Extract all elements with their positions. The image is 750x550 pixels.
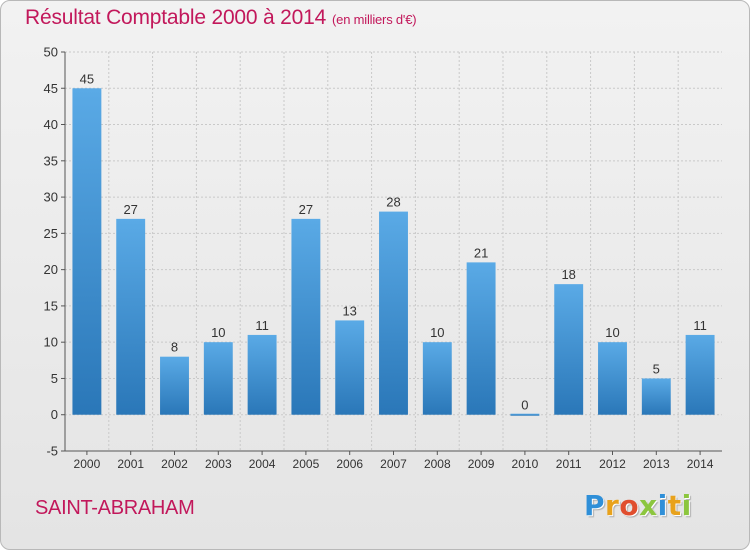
x-tick-label-2009: 2009 [468, 457, 495, 471]
data-label-2000: 45 [80, 71, 94, 86]
logo-letter-6: i [681, 489, 692, 522]
data-label-2006: 13 [342, 303, 356, 318]
bar-2008 [422, 342, 452, 415]
y-tick-label: 30 [44, 190, 58, 205]
y-tick-label: 20 [44, 262, 58, 277]
bar-2002 [160, 356, 189, 415]
data-label-2013: 5 [653, 361, 660, 376]
logo-letter-5: t [667, 489, 682, 522]
x-tick-label-2010: 2010 [512, 457, 539, 471]
y-tick-label: 45 [44, 81, 58, 96]
bar-2004 [247, 334, 277, 415]
bar-2012 [598, 342, 627, 415]
logo-letter-0: P [584, 489, 606, 522]
chart-title: Résultat Comptable 2000 à 2014 (en millie… [25, 6, 417, 30]
y-tick-label: 15 [44, 298, 58, 313]
bar-2007 [379, 211, 408, 415]
y-tick-label: 40 [44, 117, 58, 132]
y-tick-label: 5 [51, 371, 58, 386]
y-tick-label: 10 [44, 335, 58, 350]
data-label-2003: 10 [211, 325, 225, 340]
x-tick-label-2002: 2002 [161, 457, 188, 471]
data-label-2011: 18 [561, 267, 575, 282]
bar-2013 [641, 378, 671, 415]
x-tick-label-2001: 2001 [117, 457, 144, 471]
data-label-2005: 27 [299, 202, 313, 217]
bar-2014 [685, 334, 715, 415]
bar-2000 [72, 88, 102, 415]
x-tick-label-2000: 2000 [74, 457, 101, 471]
logo-letter-2: o [619, 489, 640, 522]
data-label-2004: 11 [255, 318, 269, 333]
bars [72, 88, 715, 416]
y-tick-label: 35 [44, 153, 58, 168]
x-tick-labels: 2000 2001 2002 2003 2004 2005 2006 2007 2008 2009… [74, 457, 714, 471]
bar-2006 [335, 320, 365, 415]
chart-title-text: Résultat Comptable 2000 à 2014 [25, 6, 327, 29]
proxiti-logo: Proxiti [584, 489, 692, 522]
data-label-2002: 8 [171, 340, 178, 355]
y-tick-labels: -5 0 5 10 15 20 25 30 35 40 45 50 [44, 45, 58, 459]
chart-subtitle: (en milliers d'€) [332, 12, 417, 27]
bar-2005 [291, 218, 321, 415]
data-label-2007: 28 [386, 195, 400, 210]
x-tick-label-2007: 2007 [380, 457, 407, 471]
x-tick-label-2014: 2014 [687, 457, 714, 471]
x-tick-label-2011: 2011 [556, 457, 582, 471]
town-name: SAINT-ABRAHAM [35, 497, 195, 519]
data-label-2012: 10 [605, 325, 619, 340]
axes [61, 51, 722, 455]
bar-2011 [554, 284, 584, 415]
y-tick-label: 50 [44, 45, 58, 60]
x-tick-label-2008: 2008 [424, 457, 451, 471]
bar-2009 [466, 262, 496, 415]
bar-2010 [510, 413, 540, 416]
y-tick-label: 0 [51, 407, 58, 422]
x-tick-label-2006: 2006 [336, 457, 363, 471]
x-tick-label-2012: 2012 [599, 457, 626, 471]
logo-letter-4: i [657, 489, 668, 522]
x-tick-label-2003: 2003 [205, 457, 232, 471]
y-tick-label: 25 [44, 226, 58, 241]
logo-letter-3: x [639, 489, 658, 522]
data-label-2010: 0 [521, 398, 528, 413]
data-labels: 45 27 8 10 11 27 13 28 10 21 0 18 10 5 11 [80, 71, 707, 412]
y-tick-label: -5 [46, 444, 58, 459]
data-label-2008: 10 [430, 325, 444, 340]
x-tick-label-2004: 2004 [249, 457, 276, 471]
data-label-2009: 21 [474, 245, 488, 260]
data-label-2001: 27 [123, 202, 137, 217]
bar-2003 [203, 342, 233, 415]
x-tick-label-2005: 2005 [293, 457, 320, 471]
x-tick-label-2013: 2013 [643, 457, 670, 471]
data-label-2014: 11 [693, 318, 707, 333]
bar-2001 [116, 218, 146, 415]
logo-letter-1: r [605, 489, 620, 522]
